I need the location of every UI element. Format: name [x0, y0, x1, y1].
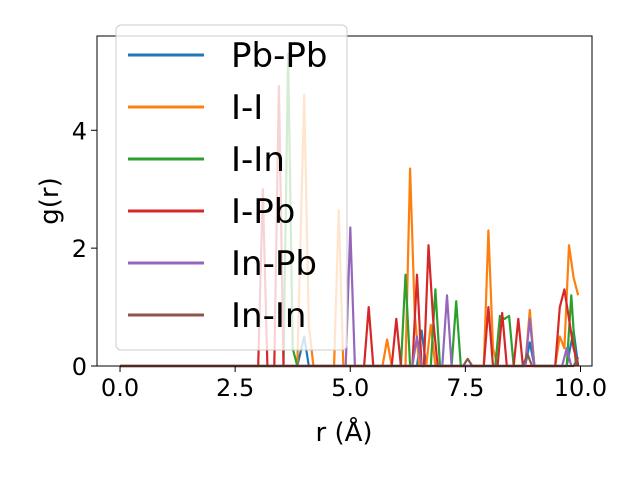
series-line-in-in — [120, 353, 580, 368]
legend-label: I-In — [231, 140, 285, 180]
y-tick-label: 2 — [72, 235, 87, 263]
x-tick-label: 7.5 — [446, 374, 484, 402]
y-tick-label: 0 — [72, 353, 87, 381]
legend-label: In-Pb — [231, 244, 317, 284]
y-axis-ticks: 0 2 4 — [72, 117, 97, 381]
legend-label: Pb-Pb — [231, 36, 327, 76]
legend-label: I-Pb — [231, 192, 295, 232]
legend-label: I-I — [231, 88, 263, 128]
y-tick-label: 4 — [72, 117, 87, 145]
y-axis-label: g(r) — [35, 177, 65, 224]
x-tick-label: 0.0 — [101, 374, 139, 402]
x-axis-ticks: 0.0 2.5 5.0 7.5 10.0 — [101, 366, 607, 402]
x-tick-label: 2.5 — [216, 374, 254, 402]
x-tick-label: 5.0 — [331, 374, 369, 402]
legend: Pb-Pb I-I I-In I-Pb In-Pb In-In — [115, 24, 348, 351]
x-tick-label: 10.0 — [554, 374, 607, 402]
x-axis-label: r (Å) — [315, 416, 372, 448]
legend-label: In-In — [231, 296, 306, 336]
